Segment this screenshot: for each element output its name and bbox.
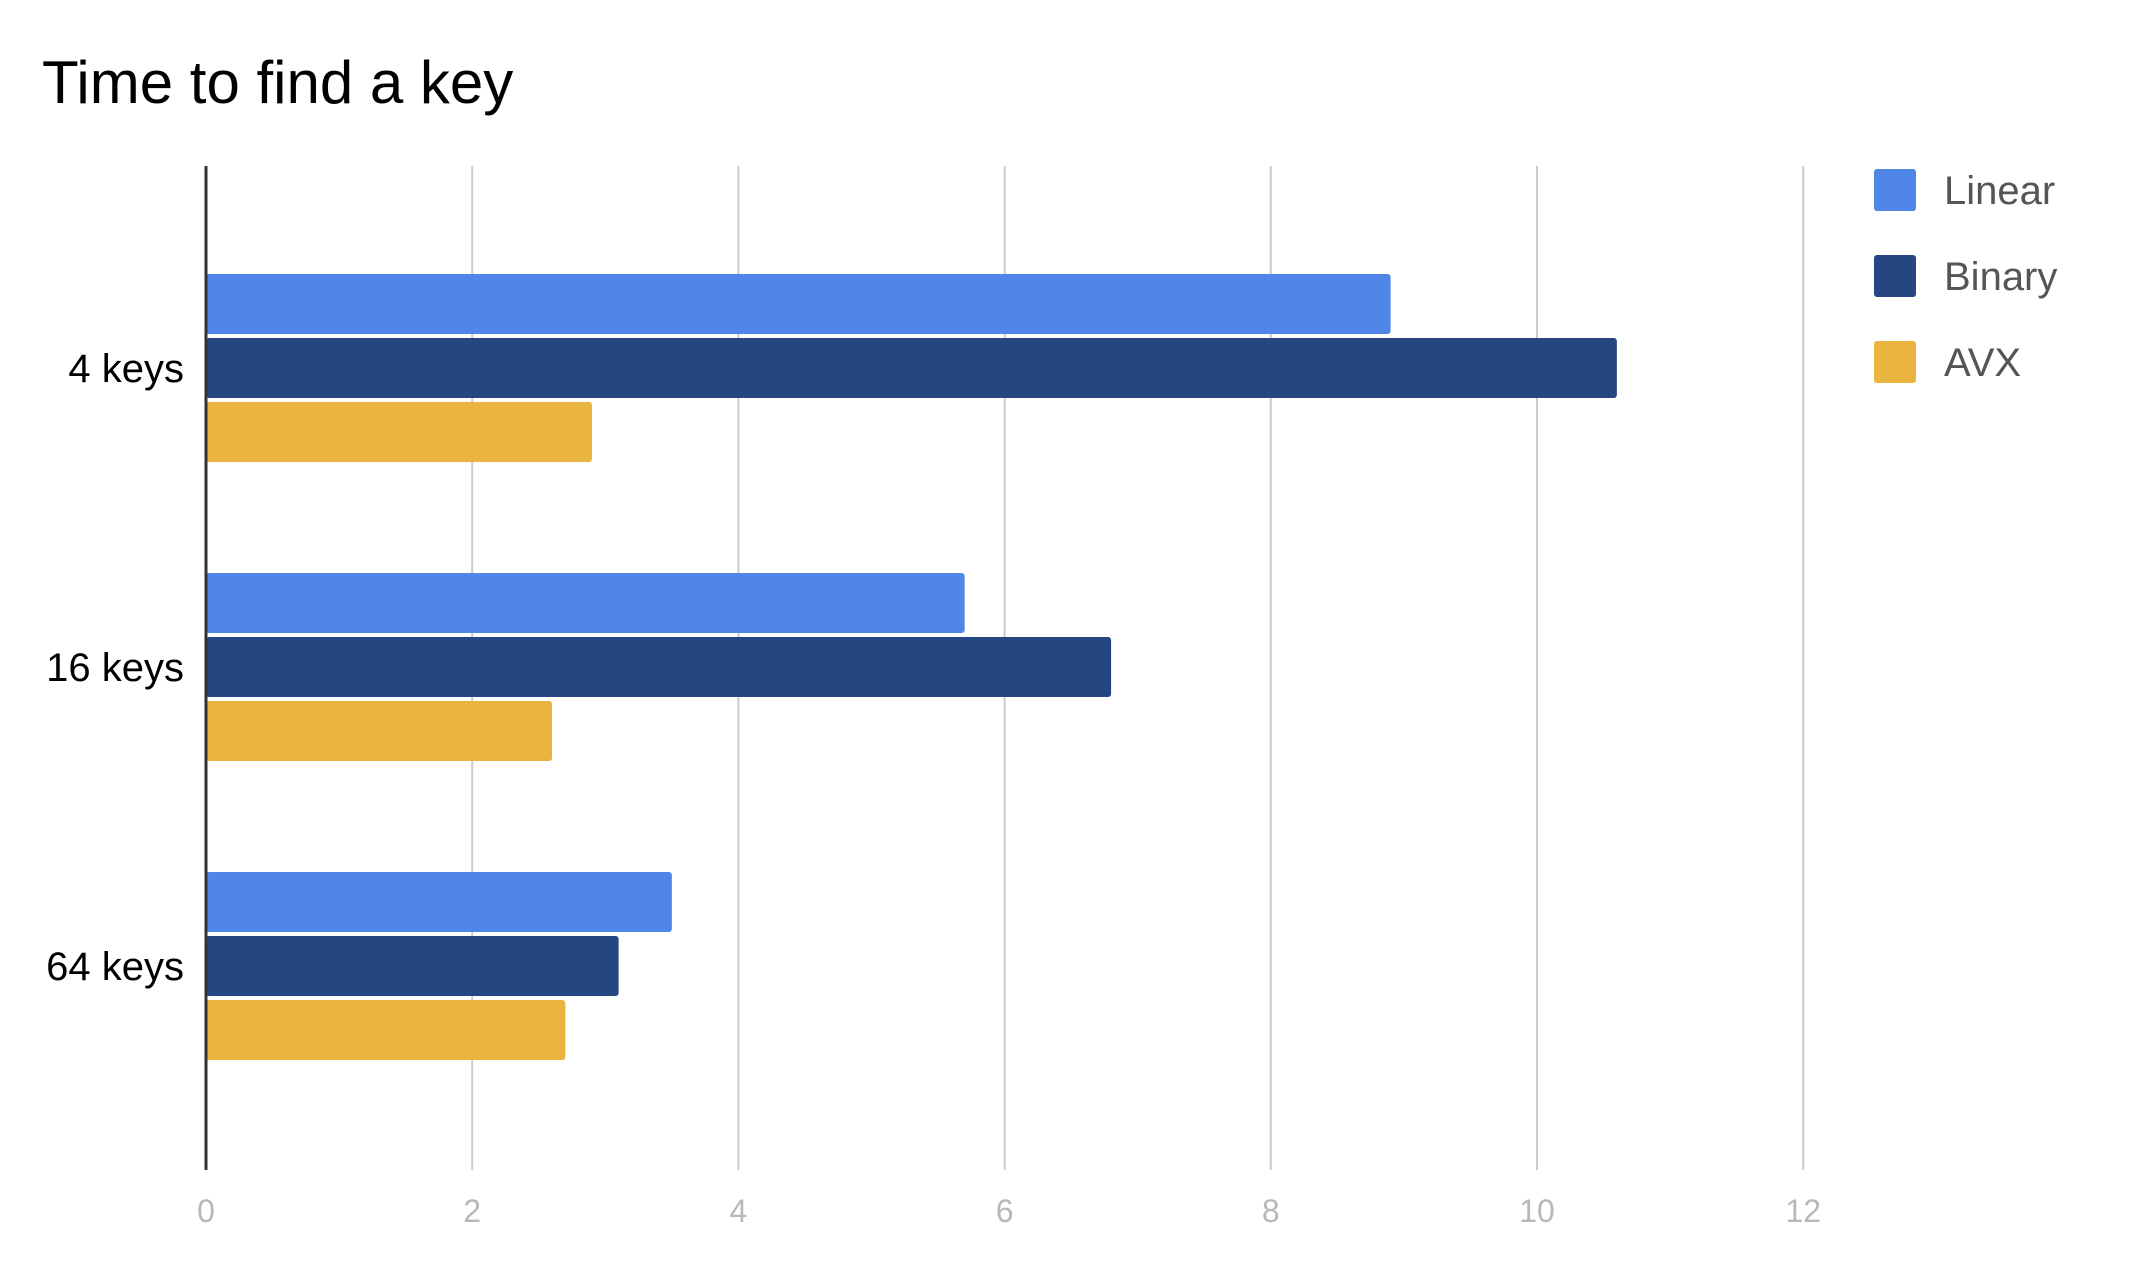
- category-label: 16 keys: [46, 646, 184, 690]
- legend-swatch-binary: [1874, 255, 1916, 297]
- legend: Linear Binary AVX: [1874, 169, 2057, 385]
- x-tick-label: 4: [730, 1193, 748, 1229]
- x-tick-label: 10: [1519, 1193, 1555, 1229]
- bar-linear-1: [206, 274, 1391, 334]
- x-tick-labels: 0 2 4 6 8 10 12: [197, 1193, 1821, 1229]
- category-labels: 4 keys 16 keys 64 keys: [46, 347, 184, 989]
- category-label: 4 keys: [68, 347, 184, 391]
- legend-swatch-linear: [1874, 169, 1916, 211]
- legend-swatch-avx: [1874, 341, 1916, 383]
- legend-label-binary: Binary: [1944, 255, 2057, 299]
- legend-label-linear: Linear: [1944, 169, 2055, 213]
- bar-avx-1: [206, 402, 592, 462]
- bar-linear-2: [206, 573, 965, 633]
- bar-avx-3: [206, 1000, 566, 1060]
- bar-linear-3: [206, 872, 672, 932]
- bar-binary-2: [206, 637, 1112, 697]
- x-tick-label: 6: [996, 1193, 1014, 1229]
- category-label: 64 keys: [46, 945, 184, 989]
- bars: [206, 274, 1617, 1060]
- x-tick-label: 2: [463, 1193, 481, 1229]
- x-tick-label: 8: [1262, 1193, 1280, 1229]
- bar-avx-2: [206, 701, 553, 761]
- x-tick-label: 0: [197, 1193, 215, 1229]
- legend-label-avx: AVX: [1944, 341, 2021, 385]
- bar-binary-1: [206, 338, 1617, 398]
- chart-title: Time to find a key: [42, 49, 513, 116]
- bar-binary-3: [206, 936, 619, 996]
- x-tick-label: 12: [1785, 1193, 1821, 1229]
